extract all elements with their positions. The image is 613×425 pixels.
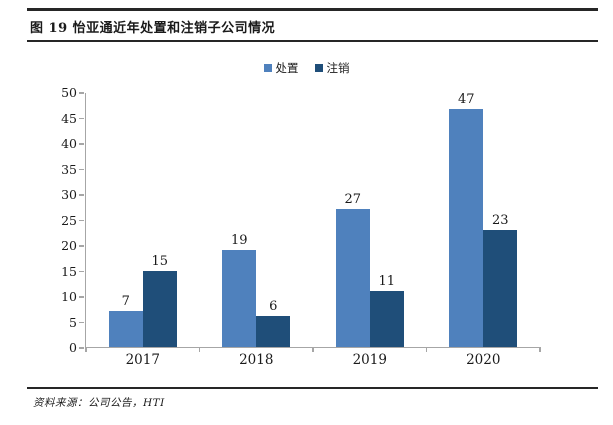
y-axis-tick-label: 10 (61, 288, 77, 304)
bar-column: 15 (142, 93, 177, 347)
y-axis-tick (79, 219, 84, 222)
chart-legend: 处置 注销 (0, 60, 613, 76)
bar-column: 11 (369, 93, 404, 347)
bar-2020-series-1 (483, 229, 518, 347)
bar-value-label: 23 (491, 212, 509, 228)
legend-label: 注销 (326, 61, 350, 75)
bar-2017-series-1 (142, 270, 177, 347)
legend-swatch-icon (263, 64, 272, 72)
bar-2020-series-0 (449, 109, 484, 347)
title-divider (27, 40, 598, 42)
y-axis-tick (79, 296, 84, 298)
x-axis-tick (85, 347, 87, 352)
y-axis-tick (79, 117, 84, 120)
y-axis-tick-label: 45 (61, 110, 77, 126)
bar-2019-series-1 (369, 290, 404, 347)
bar-value-label: 7 (121, 294, 130, 310)
bar-group-2018: 19 6 (200, 93, 314, 347)
bar-column: 6 (256, 93, 291, 347)
x-axis-tick-label: 2020 (466, 352, 501, 368)
y-axis-tick (79, 194, 84, 196)
y-axis-tick-label: 30 (61, 186, 77, 202)
source-note: 资料来源：公司公告，HTI (33, 397, 165, 409)
y-axis-tick (79, 168, 84, 171)
x-axis-tick-label: 2019 (352, 352, 387, 368)
x-axis-tick (425, 347, 428, 352)
y-axis-tick (79, 245, 84, 247)
bar-value-label: 11 (378, 273, 396, 289)
y-axis-tick-label: 35 (61, 161, 77, 177)
y-axis-tick-label: 25 (61, 212, 77, 228)
top-divider (27, 8, 598, 11)
plot-area: 0 5 10 15 20 25 30 35 40 45 50 7 15 2017 19 6 2018 27 11 20… (61, 86, 541, 367)
bar-2019-series-0 (335, 209, 370, 347)
bar-value-label: 15 (151, 253, 169, 269)
x-axis-tick (198, 347, 201, 352)
bar-value-label: 6 (269, 299, 278, 315)
y-axis-tick-label: 50 (61, 84, 77, 100)
y-axis-tick-label: 0 (69, 339, 77, 355)
figure-title: 图 19 怡亚通近年处置和注销子公司情况 (30, 21, 276, 36)
y-axis-tick-label: 20 (61, 237, 77, 253)
legend-item-series-1: 注销 (314, 60, 350, 76)
y-axis-tick-label: 5 (69, 314, 77, 330)
bar-chart: 处置 注销 0 5 10 15 20 25 30 35 40 45 50 7 15 2017 19 6 2018 2… (0, 52, 613, 382)
bar-value-label: 19 (230, 233, 248, 249)
bar-2018-series-1 (256, 316, 291, 347)
bar-column: 7 (108, 93, 143, 347)
legend-label: 处置 (275, 61, 299, 75)
y-axis-tick-label: 15 (61, 263, 77, 279)
bar-group-2020: 47 23 (427, 93, 541, 347)
y-axis-tick-label: 40 (61, 135, 77, 151)
y-axis-tick (79, 143, 84, 145)
bar-group-2017: 7 15 (86, 93, 200, 347)
x-axis-tick (312, 347, 314, 352)
legend-swatch-icon (314, 64, 323, 72)
bar-column: 19 (222, 93, 257, 347)
y-axis-tick (79, 321, 84, 324)
bar-group-2019: 27 11 (313, 93, 427, 347)
bar-value-label: 47 (457, 92, 475, 107)
x-axis-tick-label: 2018 (239, 352, 274, 368)
legend-item-series-0: 处置 (263, 60, 299, 76)
bottom-divider (27, 387, 598, 389)
bar-column: 23 (483, 93, 518, 347)
bar-value-label: 27 (344, 192, 362, 208)
bar-column: 27 (335, 93, 370, 347)
y-axis-tick (79, 347, 84, 349)
bar-2017-series-0 (108, 311, 143, 347)
y-axis-tick (79, 270, 84, 273)
y-axis-tick (79, 92, 84, 94)
bar-2018-series-0 (222, 250, 257, 347)
x-axis-tick-label: 2017 (125, 352, 160, 368)
bar-column: 47 (449, 92, 484, 347)
x-axis-tick (539, 347, 541, 352)
